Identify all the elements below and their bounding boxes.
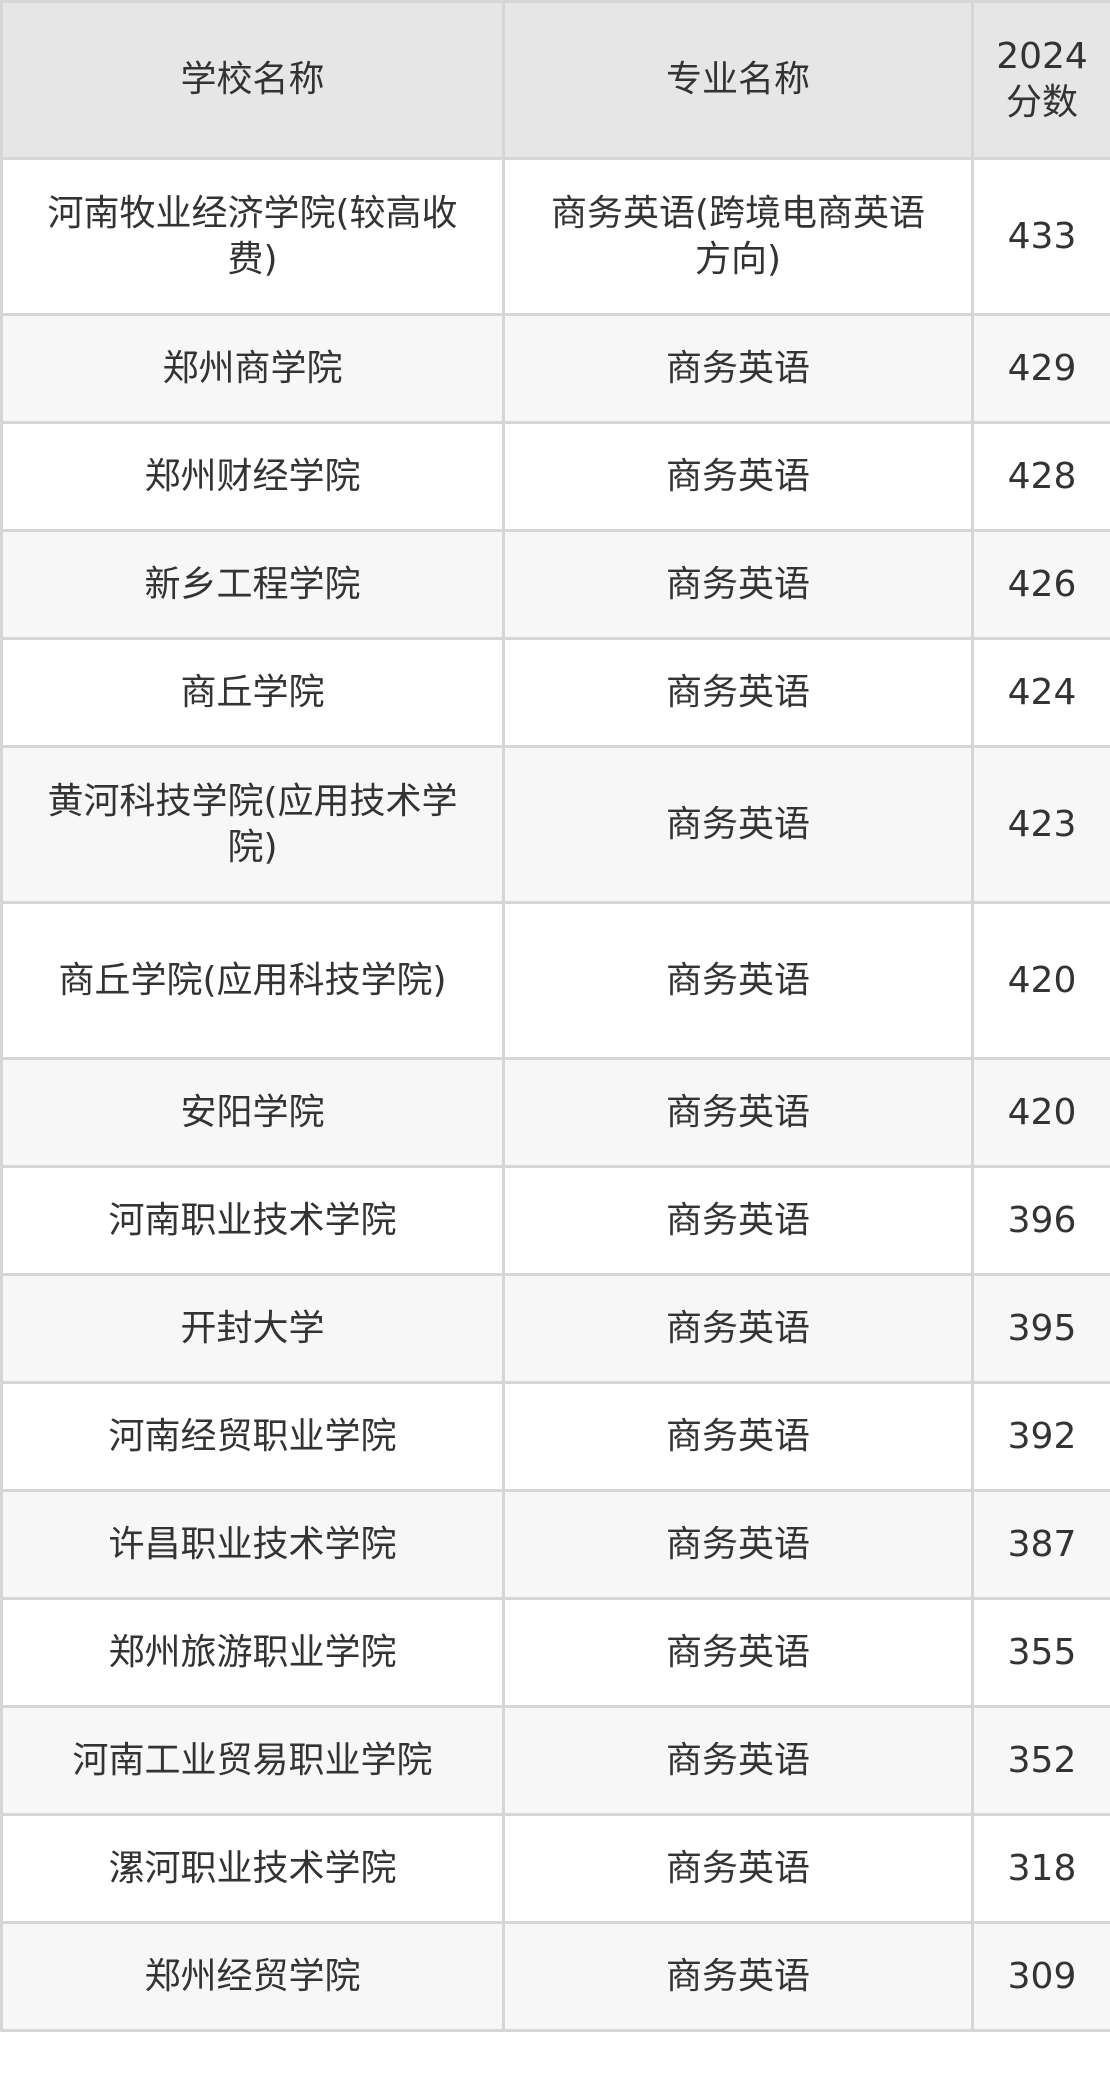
major-name-cell: 商务英语: [502, 1057, 974, 1168]
school-name-cell: 新乡工程学院: [0, 529, 505, 640]
header-score: 2024分数: [971, 0, 1110, 160]
school-name-cell: 安阳学院: [0, 1057, 505, 1168]
score-cell: 423: [971, 745, 1110, 904]
table-row: 新乡工程学院 商务英语 426: [0, 529, 1110, 640]
major-name-cell: 商务英语: [502, 1489, 974, 1600]
table-row: 黄河科技学院(应用技术学院) 商务英语 423: [0, 745, 1110, 904]
table-row: 郑州商学院 商务英语 429: [0, 313, 1110, 424]
score-cell: 387: [971, 1489, 1110, 1600]
table-row: 河南职业技术学院 商务英语 396: [0, 1165, 1110, 1276]
school-name-cell: 开封大学: [0, 1273, 505, 1384]
table-row: 河南牧业经济学院(较高收费) 商务英语(跨境电商英语方向) 433: [0, 157, 1110, 316]
school-name-cell: 许昌职业技术学院: [0, 1489, 505, 1600]
school-name-cell: 郑州商学院: [0, 313, 505, 424]
table-row: 商丘学院 商务英语 424: [0, 637, 1110, 748]
major-name-cell: 商务英语: [502, 1165, 974, 1276]
score-cell: 426: [971, 529, 1110, 640]
table-row: 河南经贸职业学院 商务英语 392: [0, 1381, 1110, 1492]
major-name-cell: 商务英语: [502, 901, 974, 1060]
score-cell: 318: [971, 1813, 1110, 1924]
score-cell: 392: [971, 1381, 1110, 1492]
table-row: 郑州财经学院 商务英语 428: [0, 421, 1110, 532]
score-cell: 424: [971, 637, 1110, 748]
school-name-cell: 河南经贸职业学院: [0, 1381, 505, 1492]
header-school-name: 学校名称: [0, 0, 505, 160]
major-name-cell: 商务英语: [502, 313, 974, 424]
score-cell: 433: [971, 157, 1110, 316]
score-cell: 420: [971, 1057, 1110, 1168]
table-row: 商丘学院(应用科技学院) 商务英语 420: [0, 901, 1110, 1060]
table-row: 漯河职业技术学院 商务英语 318: [0, 1813, 1110, 1924]
major-name-cell: 商务英语: [502, 1921, 974, 2032]
score-cell: 355: [971, 1597, 1110, 1708]
score-cell: 352: [971, 1705, 1110, 1816]
table-row: 河南工业贸易职业学院 商务英语 352: [0, 1705, 1110, 1816]
table-row: 郑州经贸学院 商务英语 309: [0, 1921, 1110, 2032]
major-name-cell: 商务英语: [502, 1381, 974, 1492]
score-cell: 420: [971, 901, 1110, 1060]
table-row: 郑州旅游职业学院 商务英语 355: [0, 1597, 1110, 1708]
table-row: 许昌职业技术学院 商务英语 387: [0, 1489, 1110, 1600]
table-row: 安阳学院 商务英语 420: [0, 1057, 1110, 1168]
score-cell: 396: [971, 1165, 1110, 1276]
score-cell: 428: [971, 421, 1110, 532]
school-name-cell: 河南职业技术学院: [0, 1165, 505, 1276]
major-name-cell: 商务英语: [502, 529, 974, 640]
school-name-cell: 黄河科技学院(应用技术学院): [0, 745, 505, 904]
school-name-cell: 商丘学院: [0, 637, 505, 748]
header-major-name: 专业名称: [502, 0, 974, 160]
score-cell: 395: [971, 1273, 1110, 1384]
major-name-cell: 商务英语: [502, 1705, 974, 1816]
score-cell: 309: [971, 1921, 1110, 2032]
major-name-cell: 商务英语: [502, 1813, 974, 1924]
major-name-cell: 商务英语: [502, 637, 974, 748]
school-name-cell: 商丘学院(应用科技学院): [0, 901, 505, 1060]
score-table: 学校名称 专业名称 2024分数 河南牧业经济学院(较高收费) 商务英语(跨境电商…: [0, 0, 1110, 2032]
school-name-cell: 河南工业贸易职业学院: [0, 1705, 505, 1816]
school-name-cell: 河南牧业经济学院(较高收费): [0, 157, 505, 316]
school-name-cell: 郑州旅游职业学院: [0, 1597, 505, 1708]
major-name-cell: 商务英语: [502, 1597, 974, 1708]
school-name-cell: 郑州财经学院: [0, 421, 505, 532]
major-name-cell: 商务英语(跨境电商英语方向): [502, 157, 974, 316]
major-name-cell: 商务英语: [502, 1273, 974, 1384]
score-cell: 429: [971, 313, 1110, 424]
school-name-cell: 漯河职业技术学院: [0, 1813, 505, 1924]
school-name-cell: 郑州经贸学院: [0, 1921, 505, 2032]
table-header-row: 学校名称 专业名称 2024分数: [0, 0, 1110, 160]
major-name-cell: 商务英语: [502, 745, 974, 904]
table-row: 开封大学 商务英语 395: [0, 1273, 1110, 1384]
major-name-cell: 商务英语: [502, 421, 974, 532]
